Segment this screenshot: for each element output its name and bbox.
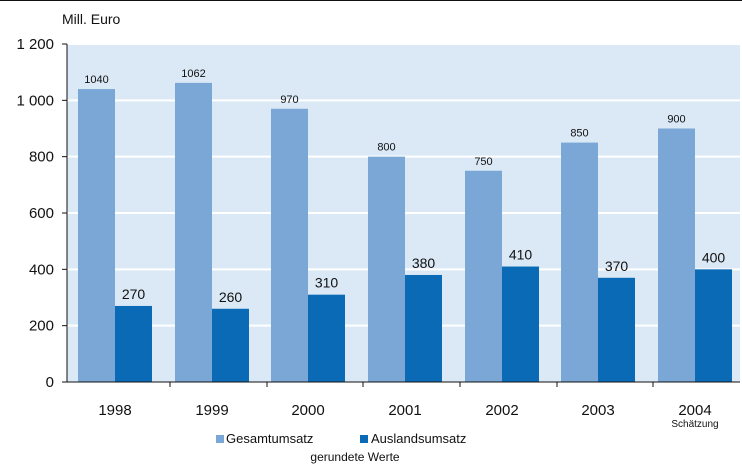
value-label-gesamtumsatz-1998: 1040 <box>84 74 108 86</box>
bar-auslandsumsatz-2003 <box>598 277 635 382</box>
bar-auslandsumsatz-2002 <box>502 266 539 382</box>
bar-auslandsumsatz-1999 <box>212 308 249 382</box>
y-tick-label-1000: 1 000 <box>16 92 54 109</box>
y-tick-label-0: 0 <box>46 374 54 391</box>
legend-label-auslandsumsatz: Auslandsumsatz <box>371 431 466 446</box>
bar-gesamtumsatz-1999 <box>175 82 212 383</box>
value-label-gesamtumsatz-1999: 1062 <box>181 68 205 80</box>
value-label-gesamtumsatz-2000: 970 <box>280 94 298 106</box>
y-tick-label-400: 400 <box>29 261 54 278</box>
y-tick-label-600: 600 <box>29 205 54 222</box>
value-label-auslandsumsatz-2004: 400 <box>702 249 726 265</box>
value-label-auslandsumsatz-1999: 260 <box>219 289 243 305</box>
category-subtitle-2004: Schätzung <box>671 419 718 430</box>
bar-gesamtumsatz-2003 <box>561 142 598 382</box>
category-label-2002: 2002 <box>485 402 518 419</box>
bar-auslandsumsatz-2004 <box>695 269 732 382</box>
value-label-gesamtumsatz-2003: 850 <box>570 128 588 140</box>
bar-auslandsumsatz-2001 <box>405 274 442 382</box>
category-label-1999: 1999 <box>195 402 228 419</box>
value-labels: 1040 1062 970 800 750 850 900 270 260 310 380 410 37… <box>84 68 725 305</box>
bar-gesamtumsatz-2002 <box>465 170 502 382</box>
value-label-auslandsumsatz-1998: 270 <box>122 286 146 302</box>
category-label-2000: 2000 <box>291 402 324 419</box>
bar-gesamtumsatz-1998 <box>78 89 115 383</box>
axes <box>62 43 740 387</box>
category-label-2001: 2001 <box>388 402 421 419</box>
value-label-auslandsumsatz-2000: 310 <box>315 275 339 291</box>
bar-gesamtumsatz-2004 <box>658 128 695 382</box>
y-axis-label: Mill. Euro <box>62 11 121 27</box>
category-label-2003: 2003 <box>581 402 614 419</box>
legend-label-gesamtumsatz: Gesamtumsatz <box>226 431 313 446</box>
value-label-auslandsumsatz-2001: 380 <box>412 255 436 271</box>
value-label-gesamtumsatz-2002: 750 <box>474 156 492 168</box>
legend: Gesamtumsatz Auslandsumsatz <box>216 431 466 446</box>
value-label-gesamtumsatz-2001: 800 <box>377 142 395 154</box>
legend-swatch-gesamtumsatz <box>216 435 224 443</box>
bars <box>78 82 732 383</box>
value-label-auslandsumsatz-2003: 370 <box>605 258 629 274</box>
category-label-1998: 1998 <box>98 402 131 419</box>
legend-swatch-auslandsumsatz <box>360 435 368 443</box>
tick-labels: 0 200 400 600 800 1 000 1 200 <box>16 36 54 391</box>
category-label-2004: 2004 <box>678 402 711 419</box>
bar-gesamtumsatz-2001 <box>368 156 405 382</box>
value-label-gesamtumsatz-2004: 900 <box>667 114 685 126</box>
value-label-auslandsumsatz-2002: 410 <box>509 247 533 263</box>
rounding-note: gerundete Werte <box>310 450 399 464</box>
bar-gesamtumsatz-2000 <box>271 108 308 383</box>
bar-auslandsumsatz-2000 <box>308 294 345 382</box>
bar-auslandsumsatz-1998 <box>115 305 152 382</box>
y-tick-label-800: 800 <box>29 149 54 166</box>
y-tick-label-1200: 1 200 <box>16 36 54 53</box>
y-tick-label-200: 200 <box>29 318 54 335</box>
